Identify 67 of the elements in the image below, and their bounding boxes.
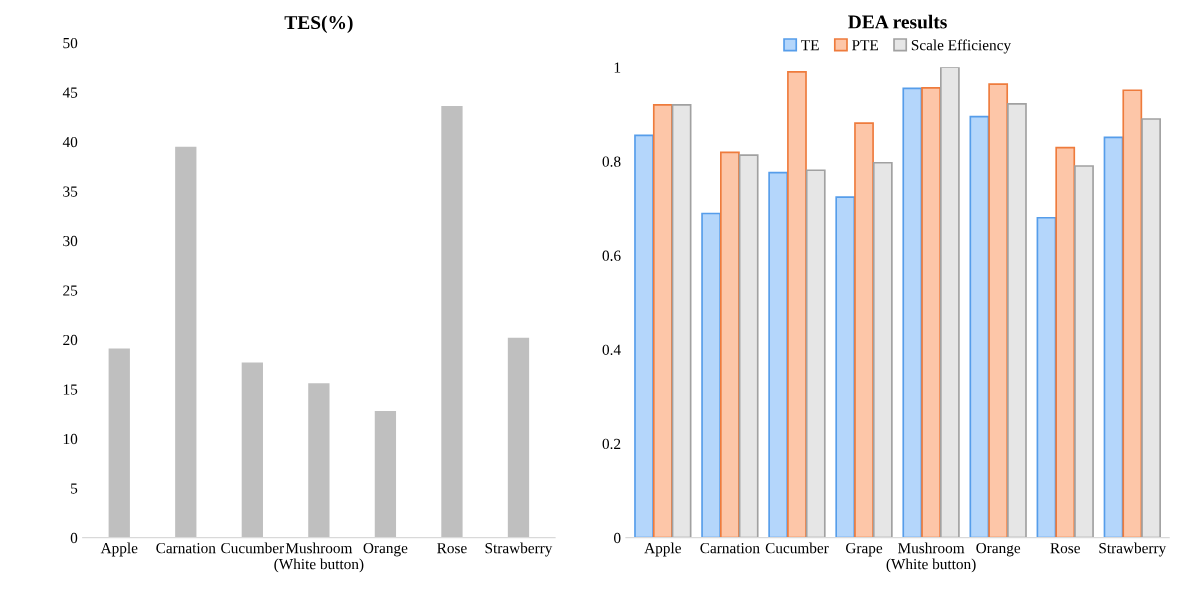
- x-tick-label: Apple: [100, 542, 138, 557]
- bar: [701, 212, 721, 538]
- bar: [988, 83, 1009, 538]
- y-tick-label: 5: [71, 483, 78, 494]
- bar: [835, 196, 856, 538]
- bar: [1074, 165, 1094, 538]
- bar: [921, 87, 941, 538]
- y-tick-label: 0.6: [602, 250, 621, 261]
- x-tick-label: Carnation: [156, 543, 216, 554]
- y-tick-label: 0: [70, 532, 78, 544]
- y-tick-label: 30: [63, 235, 78, 247]
- bar: [241, 362, 263, 538]
- legend-label: TE: [801, 40, 819, 51]
- bar: [969, 115, 990, 538]
- y-tick-label: 10: [63, 433, 78, 445]
- bar: [939, 67, 960, 538]
- bar: [1122, 89, 1143, 538]
- y-tick-label: 0: [614, 532, 621, 544]
- y-tick-label: 1: [614, 62, 621, 73]
- y-tick-label: 50: [63, 37, 78, 49]
- x-tick-label: Orange: [976, 542, 1021, 557]
- bar: [787, 71, 807, 538]
- y-tick-label: 25: [63, 285, 78, 296]
- bar: [1103, 136, 1124, 538]
- bar: [1007, 103, 1027, 538]
- x-tick-label: Apple: [644, 542, 681, 557]
- y-tick-label: 0.2: [602, 438, 621, 450]
- bar: [652, 104, 673, 538]
- x-tick-label: Grape: [845, 543, 883, 557]
- bar: [805, 169, 826, 538]
- x-tick-label: Cucumber: [765, 542, 829, 554]
- bar: [175, 146, 197, 538]
- bar: [854, 122, 874, 538]
- bar: [719, 151, 740, 538]
- bar: [374, 410, 397, 538]
- x-tick-label: Mushroom (White button): [886, 542, 976, 573]
- bar: [1055, 146, 1076, 538]
- bar: [902, 87, 923, 538]
- x-tick-label: Strawberry: [485, 542, 553, 557]
- y-tick-label: 40: [62, 136, 78, 148]
- bar: [308, 383, 330, 538]
- y-tick-label: 15: [63, 384, 78, 395]
- chart-title: DEA results: [848, 14, 947, 29]
- x-tick-label: Rose: [437, 543, 467, 554]
- y-tick-label: 35: [63, 186, 78, 197]
- x-tick-label: Strawberry: [1099, 542, 1167, 557]
- x-tick-label: Cucumber: [221, 542, 285, 554]
- bar: [507, 337, 530, 538]
- bar: [1036, 216, 1057, 538]
- y-tick-label: 0.8: [602, 156, 621, 167]
- x-tick-label: Carnation: [700, 543, 760, 554]
- y-tick-label: 0.4: [602, 344, 621, 356]
- bar: [108, 348, 130, 538]
- bar: [671, 104, 692, 538]
- bar: [441, 106, 463, 538]
- bar: [634, 134, 654, 538]
- x-tick-label: Orange: [363, 542, 408, 557]
- chart-title: TES(%): [284, 15, 353, 34]
- legend-label: PTE: [852, 40, 878, 51]
- bar: [1141, 118, 1161, 538]
- y-tick-label: 45: [62, 87, 78, 98]
- bar: [738, 154, 759, 538]
- legend-label: Scale Efficiency: [911, 39, 1012, 54]
- bar: [872, 161, 893, 538]
- x-tick-label: Rose: [1050, 543, 1080, 554]
- bar: [768, 171, 789, 538]
- y-tick-label: 20: [63, 334, 78, 346]
